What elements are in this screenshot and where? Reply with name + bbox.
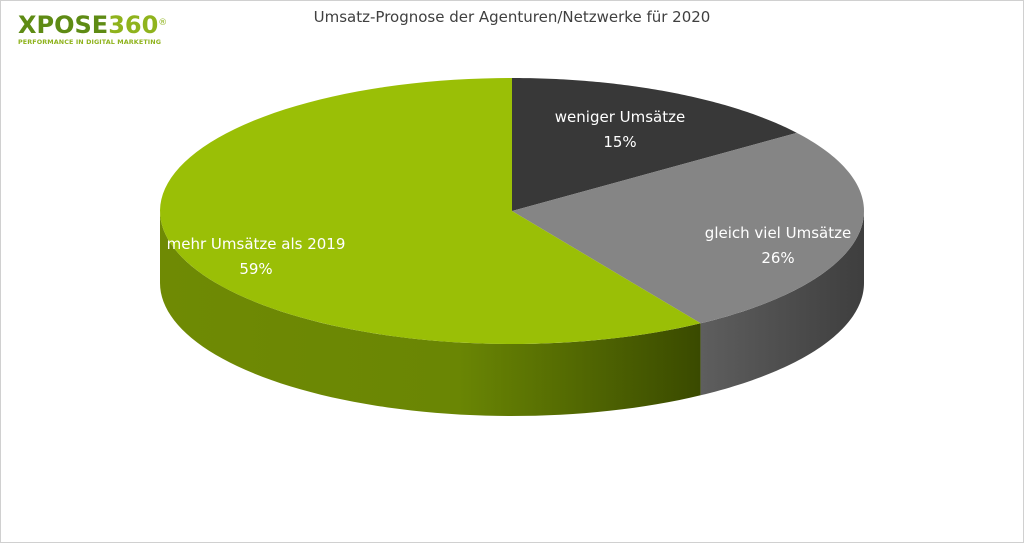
logo-registered-mark: ® — [158, 18, 168, 28]
slice-value-label-3: 59% — [239, 260, 272, 278]
slice-label-1: weniger Umsätze — [555, 108, 685, 126]
logo-wordmark: XPOSE360® — [18, 12, 167, 38]
pie-slice-1 — [512, 78, 797, 211]
xpose360-logo: XPOSE360® PERFORMANCE IN DIGITAL MARKETI… — [18, 12, 167, 46]
pie-side-3 — [160, 211, 701, 416]
pie-side-2 — [700, 211, 864, 396]
slice-label-3: mehr Umsätze als 2019 — [167, 235, 346, 253]
logo-tagline: PERFORMANCE IN DIGITAL MARKETING — [18, 38, 162, 46]
slice-value-label-1: 15% — [603, 133, 636, 151]
chart-title: Umsatz-Prognose der Agenturen/Netzwerke … — [313, 8, 711, 26]
slice-value-label-2: 26% — [761, 249, 794, 267]
pie-slice-3 — [160, 78, 701, 344]
logo-brand-letters: XPOSE — [18, 11, 109, 39]
pie-slice-2 — [512, 132, 864, 324]
slice-label-2: gleich viel Umsätze — [705, 224, 851, 242]
logo-brand-number: 360 — [108, 11, 159, 39]
